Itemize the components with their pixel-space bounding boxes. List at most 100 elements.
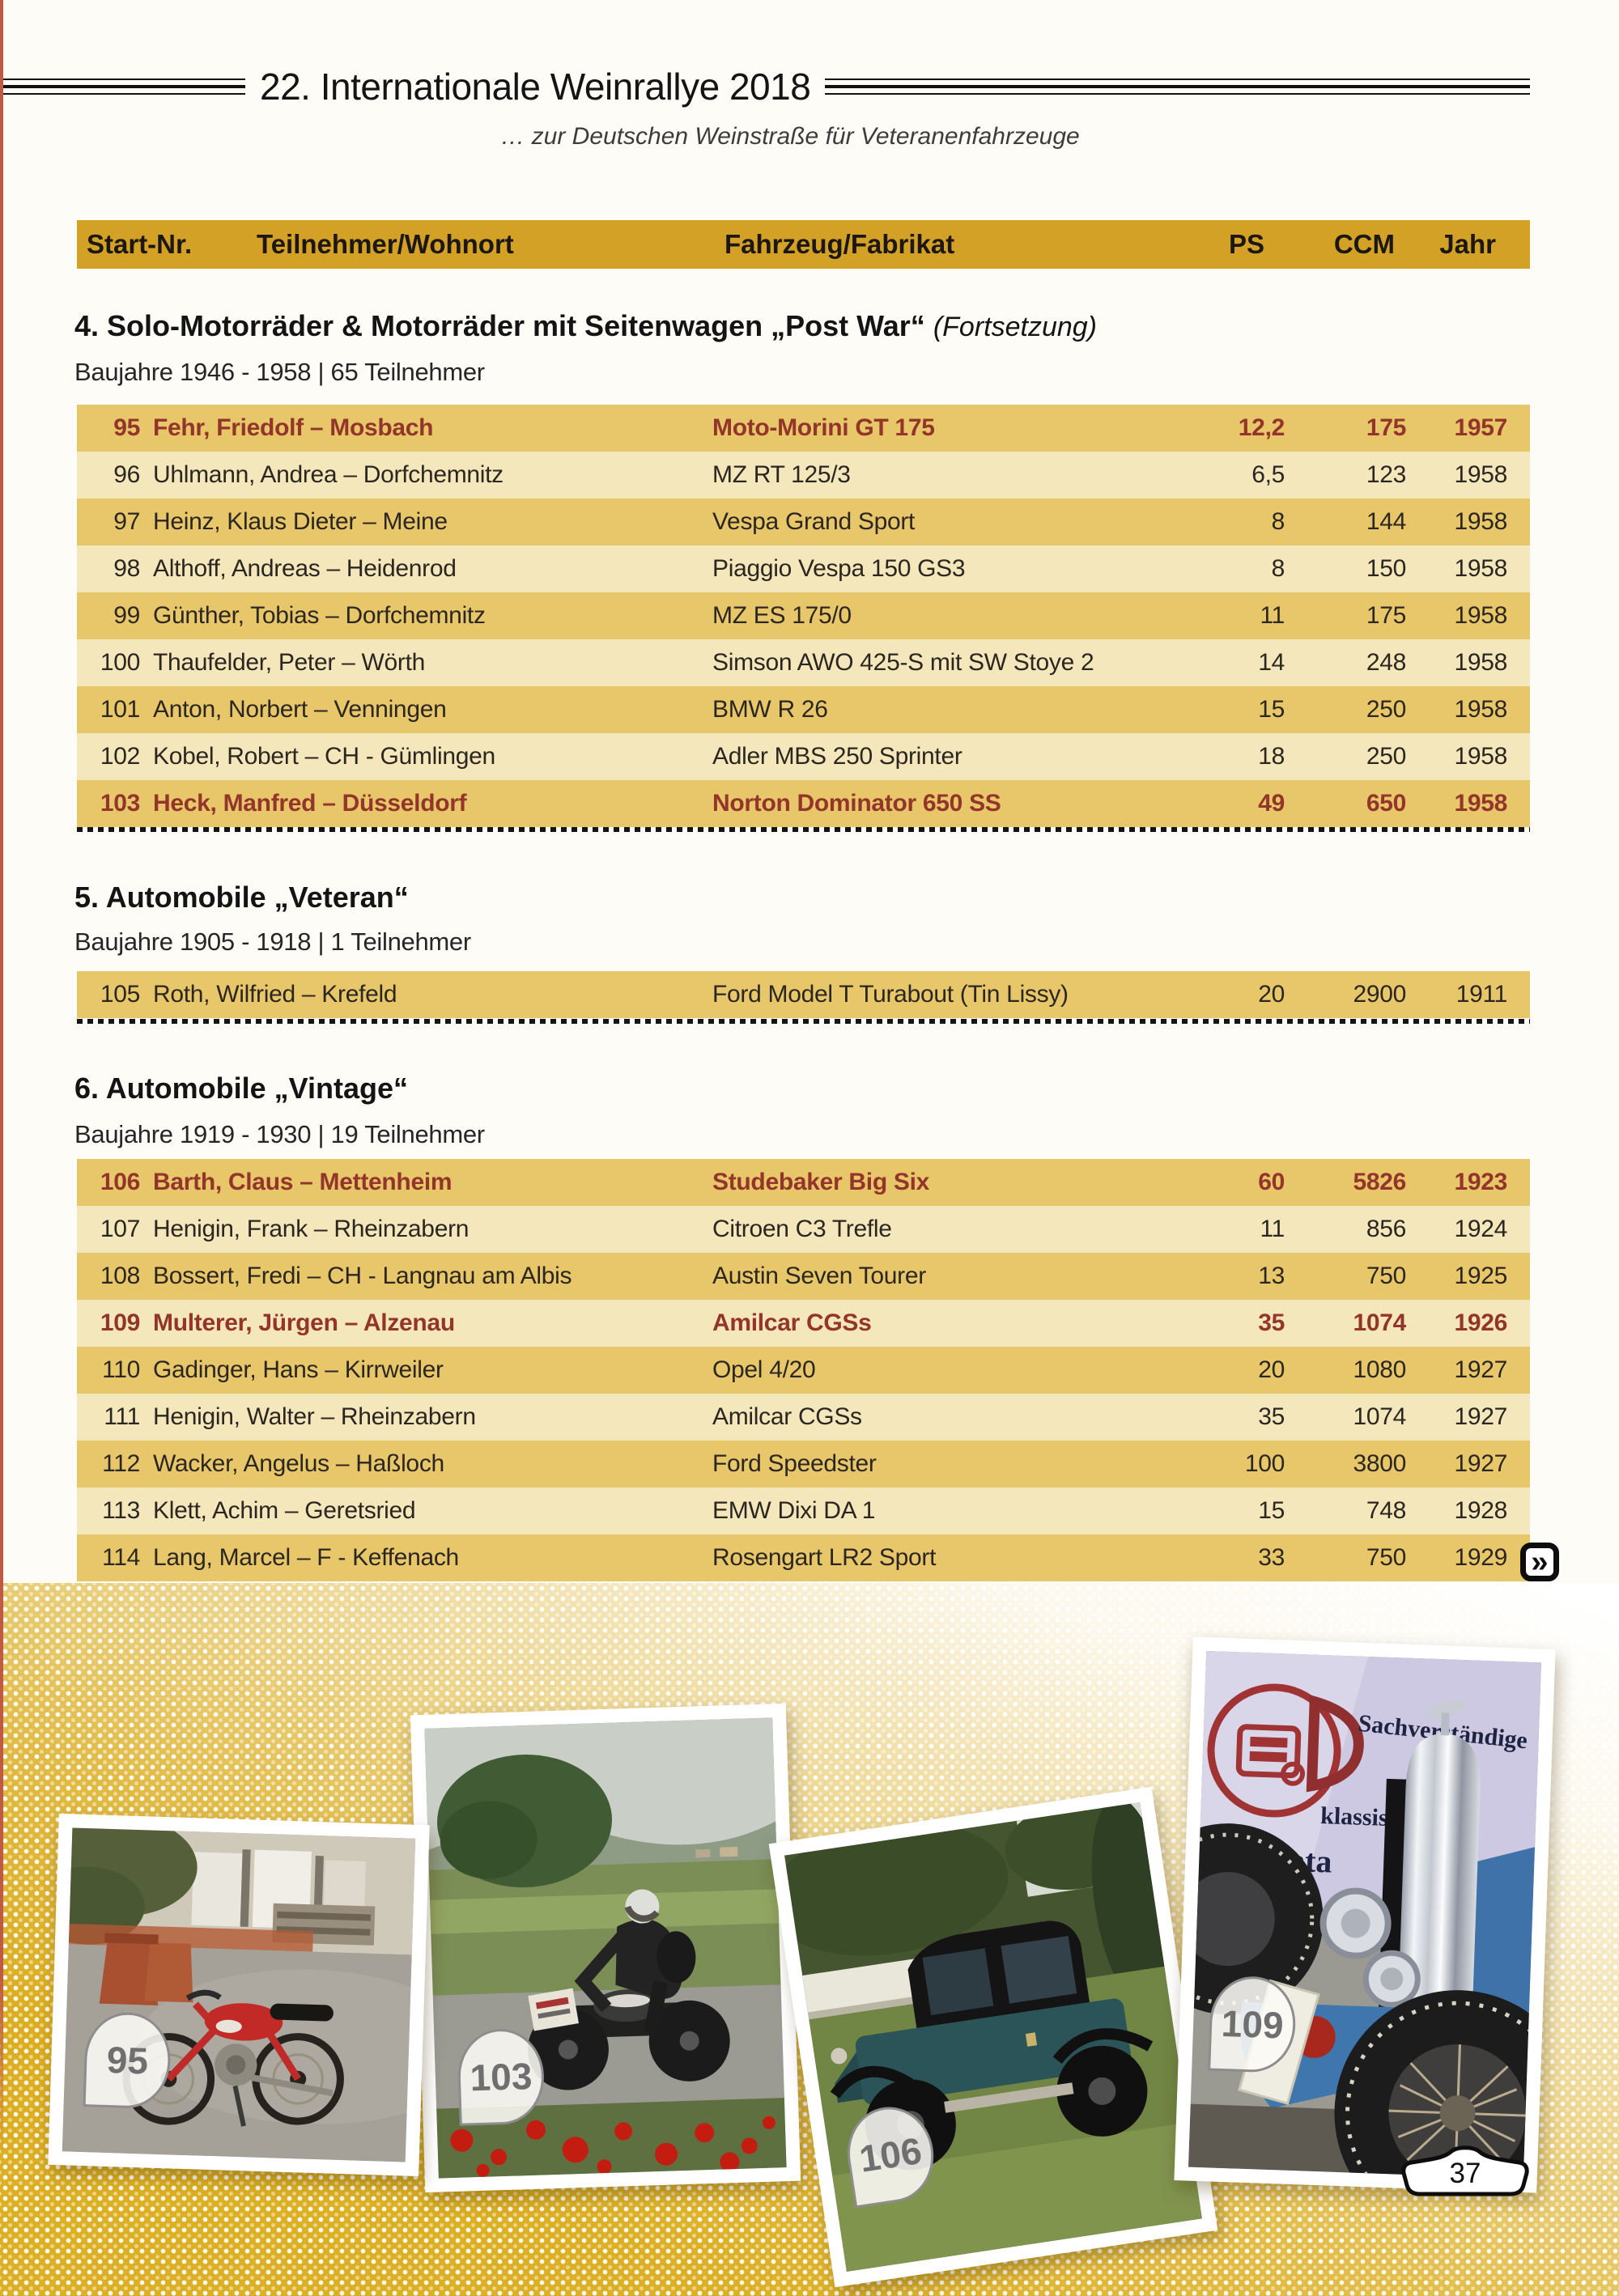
cell-teilnehmer: Uhlmann, Andrea – Dorfchemnitz — [153, 461, 504, 488]
cell-startnr: 108 — [100, 1263, 140, 1289]
cell-startnr: 112 — [102, 1450, 140, 1477]
cell-teilnehmer: Kobel, Robert – CH - Gümlingen — [153, 743, 495, 770]
cell-jahr: 1958 — [1454, 649, 1507, 676]
table-row: 103 Heck, Manfred – Düsseldorf Norton Do… — [77, 780, 1530, 827]
page-number: 37 — [1450, 2158, 1481, 2189]
cell-ps: 6,5 — [1251, 461, 1285, 488]
section-4-table: 95 Fehr, Friedolf – Mosbach Moto-Morini … — [77, 405, 1530, 827]
section-6-title-text: 6. Automobile „Vintage“ — [74, 1072, 409, 1105]
cell-jahr: 1958 — [1454, 508, 1507, 535]
table-row: 105 Roth, Wilfried – Krefeld Ford Model … — [77, 971, 1530, 1018]
table-row: 106 Barth, Claus – Mettenheim Studebaker… — [77, 1159, 1530, 1206]
section-4-title-text: 4. Solo-Motorräder & Motorräder mit Seit… — [74, 309, 925, 342]
cell-teilnehmer: Henigin, Walter – Rheinzabern — [153, 1403, 476, 1430]
dotted-divider — [77, 827, 1530, 832]
table-row: 97 Heinz, Klaus Dieter – Meine Vespa Gra… — [77, 499, 1530, 545]
cell-ccm: 150 — [1366, 555, 1406, 582]
photo-103-image: 103 — [424, 1717, 787, 2179]
cell-fahrzeug: Ford Speedster — [712, 1450, 877, 1477]
cell-startnr: 95 — [113, 414, 140, 441]
cell-ps: 20 — [1258, 1356, 1285, 1383]
cell-jahr: 1958 — [1454, 602, 1507, 629]
table-row: 98 Althoff, Andreas – Heidenrod Piaggio … — [77, 545, 1530, 592]
cell-ccm: 248 — [1366, 649, 1406, 676]
table-row: 110 Gadinger, Hans – Kirrweiler Opel 4/2… — [77, 1347, 1530, 1394]
cell-teilnehmer: Henigin, Frank – Rheinzabern — [153, 1216, 470, 1242]
cell-ps: 15 — [1258, 1497, 1285, 1524]
cell-ps: 15 — [1258, 696, 1285, 723]
rally-plate-icon: 37 — [1401, 2145, 1529, 2196]
photo-95-badge-number: 95 — [105, 2038, 149, 2082]
cell-jahr: 1927 — [1454, 1356, 1507, 1383]
photo-106-image: 106 — [784, 1802, 1202, 2272]
cell-jahr: 1927 — [1454, 1403, 1507, 1430]
cell-teilnehmer: Günther, Tobias – Dorfchemnitz — [153, 602, 486, 629]
cell-startnr: 98 — [113, 555, 140, 582]
section-5-subtitle: Baujahre 1905 - 1918 | 1 Teilnehmer — [74, 927, 471, 956]
cell-ccm: 5826 — [1353, 1169, 1406, 1195]
page-title: 22. Internationale Weinrallye 2018 — [260, 66, 811, 108]
cell-startnr: 114 — [102, 1544, 140, 1571]
cell-teilnehmer: Gadinger, Hans – Kirrweiler — [153, 1356, 444, 1383]
cell-startnr: 106 — [100, 1169, 140, 1195]
table-header: Start-Nr. Teilnehmer/Wohnort Fahrzeug/Fa… — [77, 220, 1530, 269]
cell-startnr: 113 — [102, 1497, 140, 1524]
col-header-teilnehmer: Teilnehmer/Wohnort — [257, 229, 514, 259]
cell-teilnehmer: Bossert, Fredi – CH - Langnau am Albis — [153, 1263, 572, 1289]
cell-ps: 100 — [1244, 1450, 1285, 1477]
cell-ccm: 856 — [1366, 1216, 1406, 1242]
cell-ccm: 1074 — [1353, 1309, 1406, 1336]
cell-fahrzeug: EMW Dixi DA 1 — [712, 1497, 876, 1524]
cell-fahrzeug: Citroen C3 Trefle — [712, 1216, 892, 1242]
cell-teilnehmer: Wacker, Angelus – Haßloch — [153, 1450, 444, 1477]
cell-fahrzeug: Ford Model T Turabout (Tin Lissy) — [712, 981, 1069, 1008]
cell-ps: 35 — [1258, 1403, 1285, 1430]
table-row: 100 Thaufelder, Peter – Wörth Simson AWO… — [77, 639, 1530, 686]
cell-ps: 8 — [1271, 555, 1285, 582]
cell-teilnehmer: Anton, Norbert – Venningen — [153, 696, 447, 723]
cell-teilnehmer: Roth, Wilfried – Krefeld — [153, 981, 397, 1008]
section-4-title: 4. Solo-Motorräder & Motorräder mit Seit… — [74, 309, 1097, 343]
cell-ps: 60 — [1258, 1169, 1285, 1195]
cell-ccm: 3800 — [1353, 1450, 1406, 1477]
cell-fahrzeug: Adler MBS 250 Sprinter — [712, 743, 962, 770]
cell-fahrzeug: Norton Dominator 650 SS — [712, 790, 1001, 817]
cell-ps: 35 — [1258, 1309, 1285, 1336]
cell-fahrzeug: Vespa Grand Sport — [712, 508, 916, 535]
cell-ccm: 748 — [1366, 1497, 1406, 1524]
col-header-ccm: CCM — [1333, 229, 1395, 259]
cell-jahr: 1958 — [1454, 555, 1507, 582]
section-4-title-suffix: (Fortsetzung) — [933, 312, 1098, 342]
col-header-jahr: Jahr — [1439, 229, 1496, 259]
cell-ccm: 1080 — [1353, 1356, 1406, 1383]
cell-ccm: 650 — [1366, 790, 1406, 817]
table-row: 108 Bossert, Fredi – CH - Langnau am Alb… — [77, 1253, 1530, 1300]
cell-jahr: 1925 — [1454, 1263, 1507, 1289]
left-edge-line — [0, 0, 3, 2296]
cell-startnr: 100 — [100, 649, 140, 676]
cell-ccm: 250 — [1366, 743, 1406, 770]
cell-startnr: 110 — [102, 1356, 140, 1383]
cell-jahr: 1928 — [1454, 1497, 1507, 1524]
cell-startnr: 109 — [100, 1309, 140, 1336]
cell-startnr: 103 — [100, 790, 140, 817]
cell-startnr: 111 — [104, 1403, 140, 1430]
section-6-title: 6. Automobile „Vintage“ — [74, 1072, 408, 1106]
cell-ccm: 144 — [1366, 508, 1406, 535]
cell-fahrzeug: Simson AWO 425-S mit SW Stoye 2 — [712, 649, 1094, 676]
cell-jahr: 1927 — [1454, 1450, 1507, 1477]
col-header-ps: PS — [1228, 229, 1264, 259]
cell-ccm: 750 — [1366, 1544, 1406, 1571]
table-row: 113 Klett, Achim – Geretsried EMW Dixi D… — [77, 1488, 1530, 1534]
cell-teilnehmer: Thaufelder, Peter – Wörth — [153, 649, 426, 676]
photo-106-badge-number: 106 — [856, 2128, 924, 2180]
photo-car-109: Sachverständige klassis ssic Data — [1174, 1636, 1556, 2193]
photo-106-scene — [784, 1802, 1202, 2272]
cell-jahr: 1958 — [1454, 696, 1507, 723]
cell-ps: 18 — [1258, 743, 1285, 770]
cell-startnr: 107 — [100, 1216, 140, 1242]
section-6-subtitle: Baujahre 1919 - 1930 | 19 Teilnehmer — [74, 1120, 485, 1148]
header-rule-left — [0, 79, 245, 95]
dotted-divider — [77, 1019, 1530, 1024]
